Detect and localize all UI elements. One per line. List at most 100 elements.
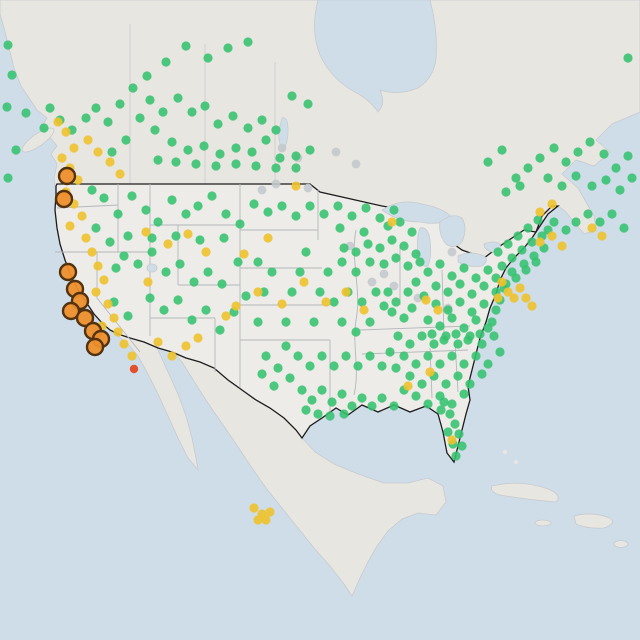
green-dot-marker[interactable] bbox=[471, 273, 481, 283]
green-dot-marker[interactable] bbox=[365, 317, 375, 327]
orange-ring-marker[interactable] bbox=[58, 262, 78, 282]
green-dot-marker[interactable] bbox=[329, 297, 339, 307]
green-dot-marker[interactable] bbox=[533, 215, 543, 225]
green-dot-marker[interactable] bbox=[523, 163, 533, 173]
yellow-dot-marker[interactable] bbox=[103, 299, 113, 309]
green-dot-marker[interactable] bbox=[273, 363, 283, 373]
green-dot-marker[interactable] bbox=[142, 71, 152, 81]
green-dot-marker[interactable] bbox=[123, 311, 133, 321]
green-dot-marker[interactable] bbox=[127, 191, 137, 201]
yellow-dot-marker[interactable] bbox=[359, 305, 369, 315]
green-dot-marker[interactable] bbox=[436, 405, 446, 415]
green-dot-marker[interactable] bbox=[339, 243, 349, 253]
green-dot-marker[interactable] bbox=[427, 329, 437, 339]
green-dot-marker[interactable] bbox=[453, 339, 463, 349]
yellow-dot-marker[interactable] bbox=[515, 283, 525, 293]
green-dot-marker[interactable] bbox=[119, 251, 129, 261]
green-dot-marker[interactable] bbox=[247, 147, 257, 157]
green-dot-marker[interactable] bbox=[491, 305, 501, 315]
yellow-dot-marker[interactable] bbox=[87, 247, 97, 257]
green-dot-marker[interactable] bbox=[141, 205, 151, 215]
green-dot-marker[interactable] bbox=[191, 159, 201, 169]
green-dot-marker[interactable] bbox=[181, 209, 191, 219]
green-dot-marker[interactable] bbox=[291, 163, 301, 173]
yellow-dot-marker[interactable] bbox=[291, 181, 301, 191]
yellow-dot-marker[interactable] bbox=[239, 249, 249, 259]
green-dot-marker[interactable] bbox=[387, 307, 397, 317]
green-dot-marker[interactable] bbox=[479, 281, 489, 291]
green-dot-marker[interactable] bbox=[497, 145, 507, 155]
green-dot-marker[interactable] bbox=[231, 143, 241, 153]
yellow-dot-marker[interactable] bbox=[119, 339, 129, 349]
green-dot-marker[interactable] bbox=[477, 339, 487, 349]
green-dot-marker[interactable] bbox=[305, 201, 315, 211]
green-dot-marker[interactable] bbox=[173, 93, 183, 103]
green-dot-marker[interactable] bbox=[181, 41, 191, 51]
green-dot-marker[interactable] bbox=[91, 223, 101, 233]
green-dot-marker[interactable] bbox=[351, 327, 361, 337]
green-dot-marker[interactable] bbox=[251, 161, 261, 171]
green-dot-marker[interactable] bbox=[261, 135, 271, 145]
yellow-dot-marker[interactable] bbox=[341, 287, 351, 297]
yellow-dot-marker[interactable] bbox=[201, 247, 211, 257]
green-dot-marker[interactable] bbox=[133, 259, 143, 269]
green-dot-marker[interactable] bbox=[451, 451, 461, 461]
green-dot-marker[interactable] bbox=[223, 43, 233, 53]
green-dot-marker[interactable] bbox=[535, 153, 545, 163]
green-dot-marker[interactable] bbox=[275, 153, 285, 163]
green-dot-marker[interactable] bbox=[441, 331, 451, 341]
green-dot-marker[interactable] bbox=[243, 37, 253, 47]
green-dot-marker[interactable] bbox=[339, 409, 349, 419]
green-dot-marker[interactable] bbox=[335, 223, 345, 233]
green-dot-marker[interactable] bbox=[385, 347, 395, 357]
green-dot-marker[interactable] bbox=[587, 181, 597, 191]
green-dot-marker[interactable] bbox=[200, 101, 210, 111]
yellow-dot-marker[interactable] bbox=[109, 313, 119, 323]
green-dot-marker[interactable] bbox=[423, 399, 433, 409]
green-dot-marker[interactable] bbox=[411, 277, 421, 287]
gray-dot-marker[interactable] bbox=[257, 185, 267, 195]
green-dot-marker[interactable] bbox=[287, 287, 297, 297]
green-dot-marker[interactable] bbox=[305, 361, 315, 371]
yellow-dot-marker[interactable] bbox=[65, 221, 75, 231]
green-dot-marker[interactable] bbox=[489, 331, 499, 341]
green-dot-marker[interactable] bbox=[213, 119, 223, 129]
green-dot-marker[interactable] bbox=[501, 187, 511, 197]
green-dot-marker[interactable] bbox=[379, 259, 389, 269]
green-dot-marker[interactable] bbox=[3, 40, 13, 50]
green-dot-marker[interactable] bbox=[455, 279, 465, 289]
green-dot-marker[interactable] bbox=[495, 347, 505, 357]
green-dot-marker[interactable] bbox=[443, 287, 453, 297]
yellow-dot-marker[interactable] bbox=[93, 261, 103, 271]
gray-dot-marker[interactable] bbox=[351, 159, 361, 169]
yellow-dot-marker[interactable] bbox=[299, 277, 309, 287]
yellow-dot-marker[interactable] bbox=[597, 231, 607, 241]
green-dot-marker[interactable] bbox=[439, 397, 449, 407]
green-dot-marker[interactable] bbox=[271, 163, 281, 173]
green-dot-marker[interactable] bbox=[257, 369, 267, 379]
green-dot-marker[interactable] bbox=[235, 219, 245, 229]
yellow-dot-marker[interactable] bbox=[263, 233, 273, 243]
green-dot-marker[interactable] bbox=[295, 267, 305, 277]
green-dot-marker[interactable] bbox=[128, 83, 138, 93]
green-dot-marker[interactable] bbox=[243, 123, 253, 133]
gray-dot-marker[interactable] bbox=[447, 247, 457, 257]
green-dot-marker[interactable] bbox=[337, 389, 347, 399]
green-dot-marker[interactable] bbox=[377, 393, 387, 403]
green-dot-marker[interactable] bbox=[319, 209, 329, 219]
green-dot-marker[interactable] bbox=[91, 103, 101, 113]
green-dot-marker[interactable] bbox=[467, 307, 477, 317]
green-dot-marker[interactable] bbox=[619, 223, 629, 233]
green-dot-marker[interactable] bbox=[228, 111, 238, 121]
orange-ring-marker[interactable] bbox=[54, 189, 74, 209]
green-dot-marker[interactable] bbox=[199, 141, 209, 151]
yellow-dot-marker[interactable] bbox=[535, 237, 545, 247]
green-dot-marker[interactable] bbox=[363, 239, 373, 249]
green-dot-marker[interactable] bbox=[483, 157, 493, 167]
green-dot-marker[interactable] bbox=[315, 287, 325, 297]
green-dot-marker[interactable] bbox=[21, 108, 31, 118]
green-dot-marker[interactable] bbox=[445, 409, 455, 419]
green-dot-marker[interactable] bbox=[423, 351, 433, 361]
green-dot-marker[interactable] bbox=[399, 241, 409, 251]
green-dot-marker[interactable] bbox=[601, 175, 611, 185]
